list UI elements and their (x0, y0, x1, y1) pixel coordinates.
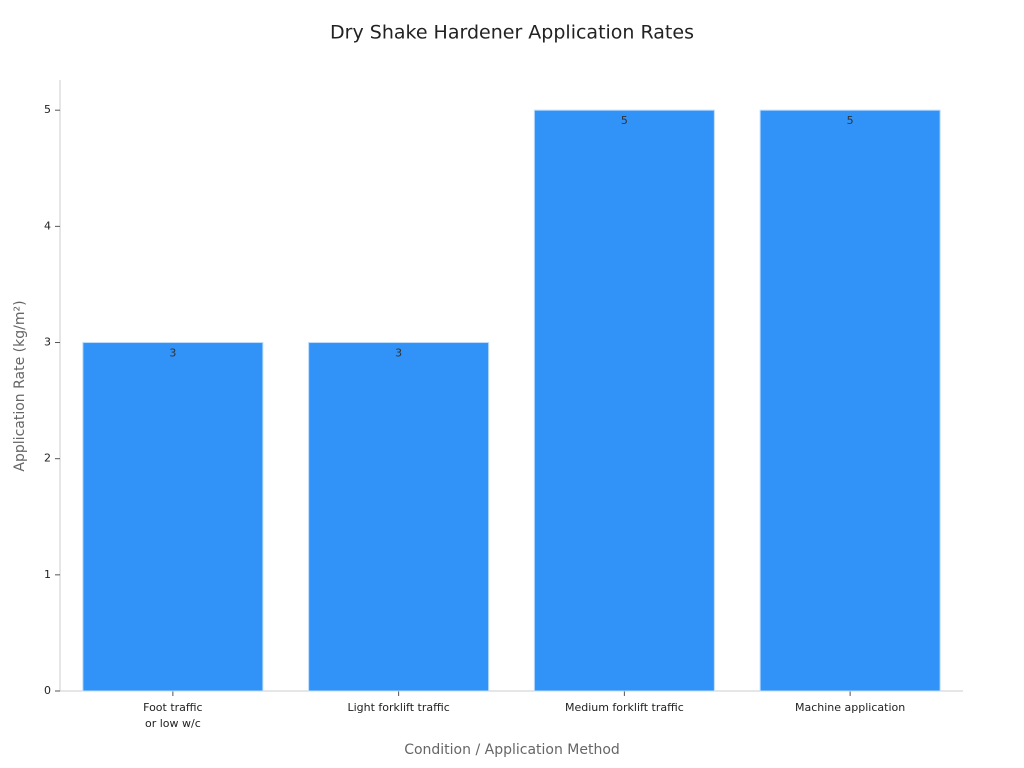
y-tick-label: 2 (44, 452, 51, 465)
bar (533, 109, 715, 692)
x-tick-label: Light forklift traffic (347, 701, 449, 714)
bar (82, 342, 264, 692)
y-axis-label: Application Rate (kg/m²) (12, 300, 28, 471)
chart-title: Dry Shake Hardener Application Rates (330, 22, 694, 44)
y-tick-label: 0 (44, 684, 51, 697)
y-tick-label: 3 (44, 336, 51, 349)
y-tick-label: 5 (44, 103, 51, 116)
value-label: 3 (395, 347, 402, 360)
x-tick-label: Medium forklift traffic (565, 701, 684, 714)
y-tick-label: 4 (44, 219, 51, 232)
x-tick-label: Machine application (795, 701, 905, 714)
bar (759, 109, 941, 692)
value-label: 3 (169, 347, 176, 360)
value-label: 5 (847, 114, 854, 127)
x-axis-label: Condition / Application Method (404, 742, 620, 758)
value-label: 5 (621, 114, 628, 127)
y-tick-label: 1 (44, 568, 51, 581)
x-tick-label: Foot traffic or low w/c (143, 701, 202, 730)
bar (308, 342, 490, 692)
